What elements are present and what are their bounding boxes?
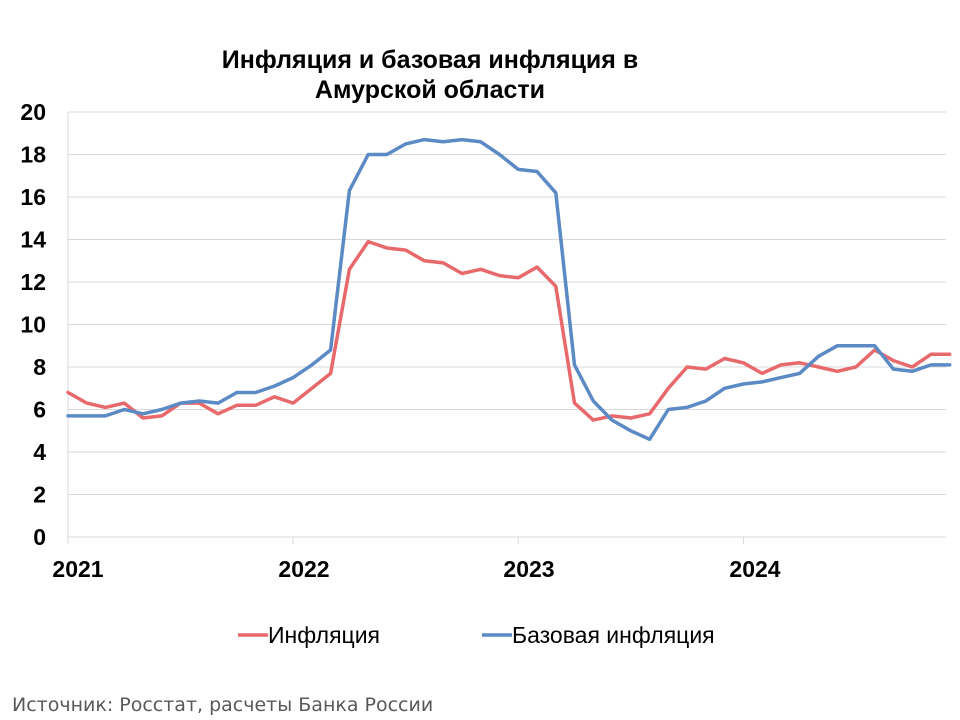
x-tick-label: 2021 xyxy=(52,556,103,582)
chart-title-line-1: Инфляция и базовая инфляция в xyxy=(222,46,638,74)
y-tick-label: 12 xyxy=(20,269,46,295)
gridlines xyxy=(68,111,946,495)
y-tick-label: 0 xyxy=(33,524,46,550)
x-tick-label: 2022 xyxy=(278,556,329,582)
y-tick-label: 10 xyxy=(20,312,46,338)
legend-label-inflation: Инфляция xyxy=(268,622,380,648)
series-line-core-inflation xyxy=(66,137,952,442)
x-tick-label: 2024 xyxy=(729,556,780,582)
y-tick-label: 4 xyxy=(33,439,46,465)
x-tick-label: 2023 xyxy=(503,556,554,582)
chart-title-line-2: Амурской области xyxy=(315,76,545,104)
y-tick-label: 20 xyxy=(20,99,46,125)
y-tick-label: 16 xyxy=(20,184,46,210)
y-tick-label: 6 xyxy=(33,397,46,423)
y-tick-label: 8 xyxy=(33,354,46,380)
source-note: Источник: Росстат, расчеты Банка России xyxy=(12,694,433,716)
y-tick-labels: 0 2 4 6 8 10 12 14 16 18 20 xyxy=(20,99,46,550)
axes xyxy=(67,112,946,538)
y-tick-label: 18 xyxy=(20,142,46,168)
legend-label-core-inflation: Базовая инфляция xyxy=(512,622,715,648)
legend: Инфляция Базовая инфляция xyxy=(238,622,715,648)
series-lines xyxy=(66,137,952,442)
series-line-inflation xyxy=(66,239,952,422)
y-tick-label: 14 xyxy=(20,227,46,253)
x-tick-labels: 2021 2022 2023 2024 xyxy=(52,537,781,582)
y-tick-label: 2 xyxy=(33,482,46,508)
